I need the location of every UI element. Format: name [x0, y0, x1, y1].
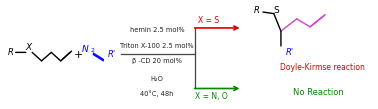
Text: +: +: [74, 49, 83, 60]
Text: S: S: [273, 6, 279, 15]
Text: Doyle-Kirmse reaction: Doyle-Kirmse reaction: [280, 63, 365, 72]
Text: R: R: [254, 6, 260, 15]
Text: R: R: [8, 48, 14, 57]
Text: 40°C, 48h: 40°C, 48h: [140, 90, 174, 97]
Text: X = S: X = S: [198, 16, 220, 25]
Text: No Reaction: No Reaction: [293, 88, 344, 97]
Text: R': R': [285, 48, 294, 57]
Text: β -CD 20 mol%: β -CD 20 mol%: [132, 58, 182, 64]
Text: Triton X-100 2.5 mol%: Triton X-100 2.5 mol%: [120, 43, 194, 49]
Text: R': R': [108, 50, 116, 59]
Text: X: X: [26, 43, 32, 52]
Text: N: N: [81, 45, 88, 54]
Text: 2: 2: [90, 48, 94, 53]
Text: H₂O: H₂O: [151, 76, 164, 82]
Text: X = N, O: X = N, O: [195, 92, 228, 101]
Text: hemin 2.5 mol%: hemin 2.5 mol%: [130, 27, 184, 33]
